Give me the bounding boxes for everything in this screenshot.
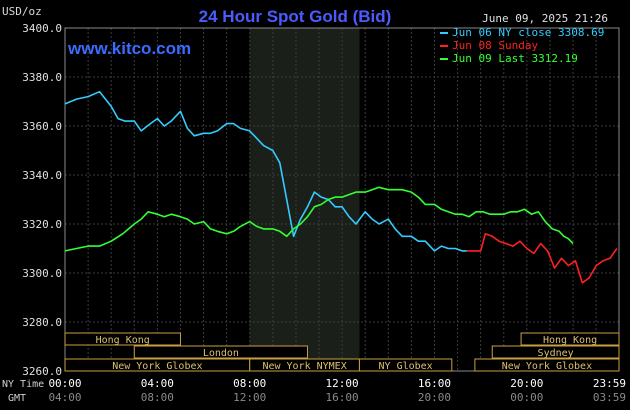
session-label: Hong Kong [543,335,597,346]
session-box [358,358,453,372]
y-unit-label: USD/oz [2,5,42,18]
x-axis-ticks: 00:0004:0004:0008:0008:0012:0012:0016:00… [48,377,626,404]
y-tick-label: 3260.0 [22,365,62,378]
nymex-session-shade [249,28,360,371]
y-tick-label: 3320.0 [22,218,62,231]
x-tick-label-gmt: 04:00 [48,391,81,404]
x-tick-label-ny: 23:59 [593,377,626,390]
session-label: New York Globex [502,361,592,372]
y-tick-label: 3280.0 [22,316,62,329]
x-tick-label-gmt: 12:00 [233,391,266,404]
session-label: NY Globex [379,361,433,372]
session-box [491,345,620,359]
session-label: London [203,348,239,359]
y-axis-ticks: 3260.0 3280.0 3300.0 3320.0 3340.0 3360.0 3380… [22,22,62,378]
x-tick-label-gmt: 20:00 [418,391,451,404]
session-label: Sydney [538,348,574,359]
series-line-1 [466,233,618,284]
chart-title: 24 Hour Spot Gold (Bid) [199,7,392,26]
session-box [474,358,620,372]
x-tick-label-ny: 16:00 [418,377,451,390]
legend-item: Jun 06 NY close 3308.69 [452,26,604,39]
y-tick-label: 3380.0 [22,71,62,84]
y-tick-label: 3360.0 [22,120,62,133]
x-tick-label-ny: 00:00 [48,377,81,390]
y-tick-label: 3300.0 [22,267,62,280]
timestamp: June 09, 2025 21:26 [482,12,608,25]
x-row-label-ny: NY Time [2,379,44,390]
session-label: Hong Kong [96,335,150,346]
y-tick-label: 3340.0 [22,169,62,182]
x-tick-label-ny: 20:00 [510,377,543,390]
chart-subtitle: www.kitco.com [67,39,191,58]
legend-item: Jun 09 Last 3312.19 [452,52,578,65]
x-tick-label-gmt: 08:00 [141,391,174,404]
x-tick-label-ny: 12:00 [326,377,359,390]
session-box [520,332,620,346]
x-tick-label-ny: 08:00 [233,377,266,390]
x-tick-label-gmt: 16:00 [326,391,359,404]
legend-item: Jun 08 Sunday [452,39,538,52]
session-label: New York NYMEX [262,361,346,372]
x-tick-label-gmt: 00:00 [510,391,543,404]
x-tick-label-gmt: 03:59 [593,391,626,404]
session-label: New York Globex [112,361,202,372]
x-tick-label-ny: 04:00 [141,377,174,390]
series-line-2 [64,186,574,252]
price-series [64,90,618,284]
series-line-0 [64,90,467,252]
session-box [133,345,308,359]
x-row-label-gmt: GMT [8,393,26,404]
session-box [64,332,181,346]
y-tick-label: 3400.0 [22,22,62,35]
